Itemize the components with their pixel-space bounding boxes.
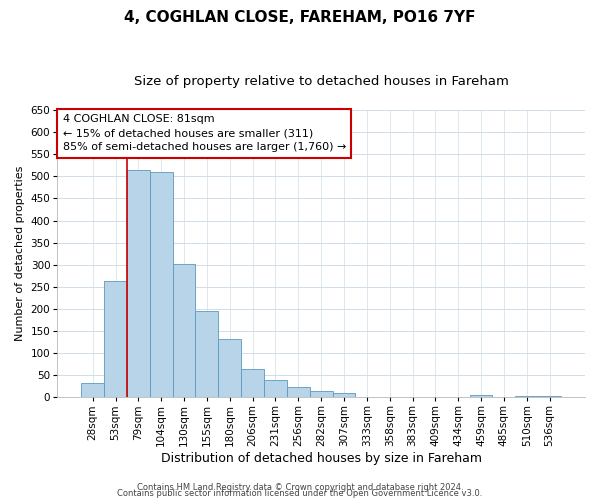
Bar	[173, 264, 196, 398]
Y-axis label: Number of detached properties: Number of detached properties	[15, 166, 25, 342]
Bar	[241, 368, 264, 398]
Bar	[287, 387, 310, 398]
Bar	[104, 281, 127, 398]
Bar	[81, 383, 104, 398]
Bar	[310, 390, 332, 398]
Text: Contains public sector information licensed under the Open Government Licence v3: Contains public sector information licen…	[118, 490, 482, 498]
Bar	[332, 393, 355, 398]
Bar	[150, 172, 173, 398]
Bar	[538, 396, 561, 398]
X-axis label: Distribution of detached houses by size in Fareham: Distribution of detached houses by size …	[161, 452, 482, 465]
Bar	[470, 395, 493, 398]
Bar	[196, 310, 218, 398]
Text: Contains HM Land Registry data © Crown copyright and database right 2024.: Contains HM Land Registry data © Crown c…	[137, 484, 463, 492]
Bar	[218, 340, 241, 398]
Bar	[127, 170, 150, 398]
Text: 4 COGHLAN CLOSE: 81sqm
← 15% of detached houses are smaller (311)
85% of semi-de: 4 COGHLAN CLOSE: 81sqm ← 15% of detached…	[62, 114, 346, 152]
Bar	[264, 380, 287, 398]
Bar	[515, 396, 538, 398]
Text: 4, COGHLAN CLOSE, FAREHAM, PO16 7YF: 4, COGHLAN CLOSE, FAREHAM, PO16 7YF	[124, 10, 476, 25]
Title: Size of property relative to detached houses in Fareham: Size of property relative to detached ho…	[134, 75, 509, 88]
